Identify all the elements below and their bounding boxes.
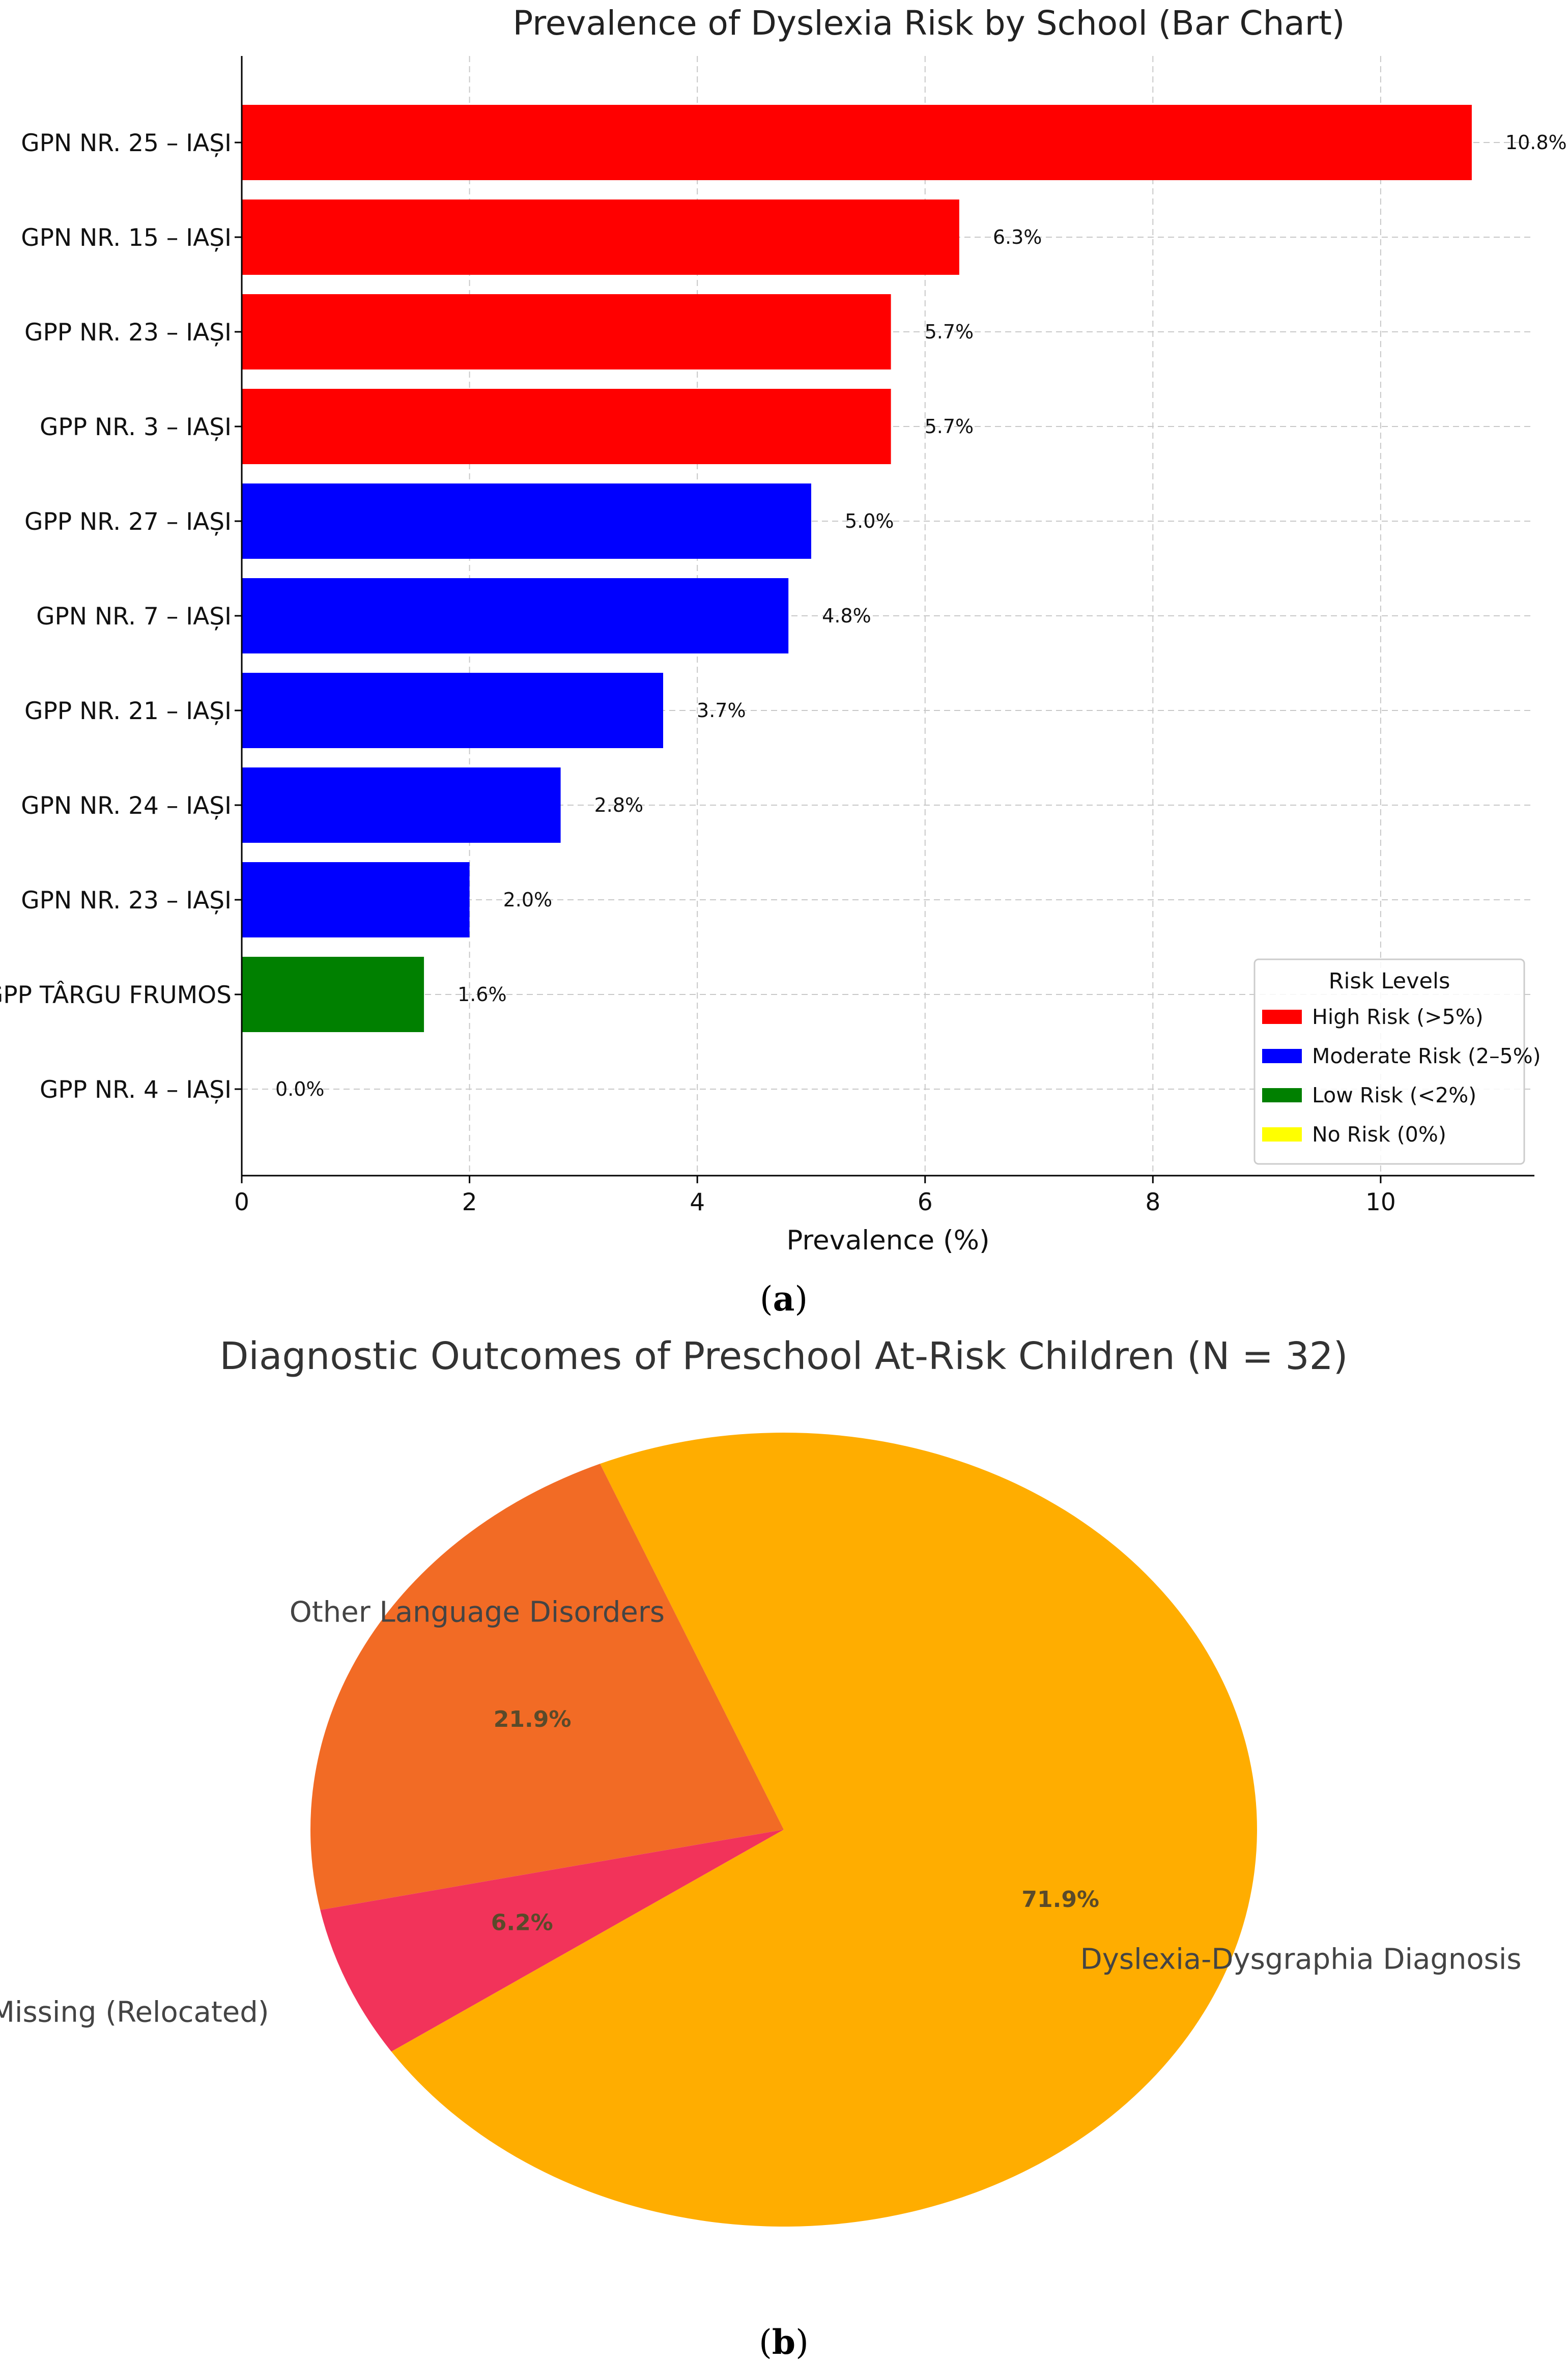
caption-a: (a) xyxy=(760,1279,808,1319)
legend-box xyxy=(1253,958,1525,1165)
legend-swatch-none xyxy=(1262,1127,1302,1142)
bar xyxy=(242,862,470,937)
legend-label-moderate: Moderate Risk (2–5%) xyxy=(1312,1044,1541,1068)
pie-slices xyxy=(310,1433,1257,2227)
category-label: GPP NR. 4 – IAȘI xyxy=(40,1076,232,1104)
legend: Risk Levels High Risk (>5%) Moderate Ris… xyxy=(1253,958,1541,1165)
category-label: GPP NR. 23 – IAȘI xyxy=(24,319,232,347)
legend-swatch-moderate xyxy=(1262,1049,1302,1063)
bar xyxy=(242,200,959,275)
x-ticks: 0 2 4 6 8 10 xyxy=(234,141,1396,1216)
category-label: GPN NR. 24 – IAȘI xyxy=(21,792,232,820)
bar-value-label: 3.7% xyxy=(697,699,746,722)
pie-chart-b: Diagnostic Outcomes of Preschool At-Risk… xyxy=(0,1334,1522,2362)
pie-chart-title: Diagnostic Outcomes of Preschool At-Risk… xyxy=(219,1334,1348,1378)
pie-slice xyxy=(320,1830,784,2052)
bar xyxy=(242,578,789,653)
caption-a-letter: a xyxy=(773,1279,795,1319)
bar xyxy=(242,294,891,369)
x-tick-label: 6 xyxy=(918,1188,933,1216)
pie-percent-label: 71.9% xyxy=(1021,1887,1099,1913)
x-tick-label: 2 xyxy=(462,1188,477,1216)
category-label: GPP NR. 21 – IAȘI xyxy=(24,697,232,725)
bar-value-label: 6.3% xyxy=(993,226,1042,248)
category-label: GPN NR. 15 – IAȘI xyxy=(21,224,232,252)
legend-title: Risk Levels xyxy=(1329,968,1450,994)
bar xyxy=(242,767,561,843)
bar-chart-a: Prevalence of Dyslexia Risk by School (B… xyxy=(0,4,1567,1319)
pie-percent-label: 6.2% xyxy=(491,1910,553,1936)
pie-slice xyxy=(310,1464,784,1910)
category-label: GPN NR. 25 – IAȘI xyxy=(21,129,232,157)
bar xyxy=(242,483,811,559)
x-tick-label: 8 xyxy=(1145,1188,1160,1216)
bar-value-label: 1.6% xyxy=(458,983,507,1006)
bar xyxy=(242,673,664,748)
legend-label-high: High Risk (>5%) xyxy=(1312,1005,1484,1029)
x-axis-label: Prevalence (%) xyxy=(786,1225,989,1256)
caption-b-letter: b xyxy=(772,2322,795,2362)
legend-label-none: No Risk (0%) xyxy=(1312,1122,1446,1147)
bar-value-label: 0.0% xyxy=(275,1078,325,1100)
x-tick-label: 0 xyxy=(234,1188,249,1216)
caption-b: (b) xyxy=(759,2322,809,2362)
legend-label-low: Low Risk (<2%) xyxy=(1312,1083,1476,1107)
bar xyxy=(242,105,1472,180)
pie-slice-label: Missing (Relocated) xyxy=(0,1996,269,2029)
category-label: GPP NR. 3 – IAȘI xyxy=(40,413,232,441)
legend-swatch-low xyxy=(1262,1088,1302,1102)
pie-slice-label: Dyslexia-Dysgraphia Diagnosis xyxy=(1080,1943,1522,1976)
category-labels: GPN NR. 25 – IAȘI GPN NR. 15 – IAȘI GPP NR… xyxy=(0,129,232,1104)
pie-percent-label: 21.9% xyxy=(494,1706,572,1732)
bar-value-label: 5.0% xyxy=(845,510,894,532)
bars xyxy=(242,105,1472,1032)
pie-slice xyxy=(391,1433,1257,2227)
x-tick-label: 10 xyxy=(1365,1188,1396,1216)
bar-value-label: 10.8% xyxy=(1505,131,1567,154)
category-label: GPP NR. 27 – IAȘI xyxy=(24,508,232,536)
category-label: GPN NR. 23 – IAȘI xyxy=(21,887,232,915)
bar-value-label: 2.0% xyxy=(503,889,553,911)
bar xyxy=(242,389,891,464)
category-label: GPP TÂRGU FRUMOS xyxy=(0,981,232,1009)
x-tick-label: 4 xyxy=(690,1188,705,1216)
pie-slice-label: Other Language Disorders xyxy=(290,1596,665,1629)
value-labels: 10.8% 6.3% 5.7% 5.7% 5.0% 4.8% 3.7% 2.8% 2.0% 1.6… xyxy=(275,131,1567,1100)
bar-value-label: 5.7% xyxy=(925,415,974,438)
bar-value-label: 4.8% xyxy=(822,605,871,627)
bar-chart-title: Prevalence of Dyslexia Risk by School (B… xyxy=(512,4,1345,43)
legend-swatch-high xyxy=(1262,1010,1302,1024)
bar-value-label: 5.7% xyxy=(925,321,974,343)
category-label: GPN NR. 7 – IAȘI xyxy=(36,603,232,631)
bar xyxy=(242,957,424,1032)
pie-labels: 71.9% Dyslexia-Dysgraphia Diagnosis 21.9% O… xyxy=(0,1596,1522,2029)
bar-value-label: 2.8% xyxy=(594,794,644,816)
